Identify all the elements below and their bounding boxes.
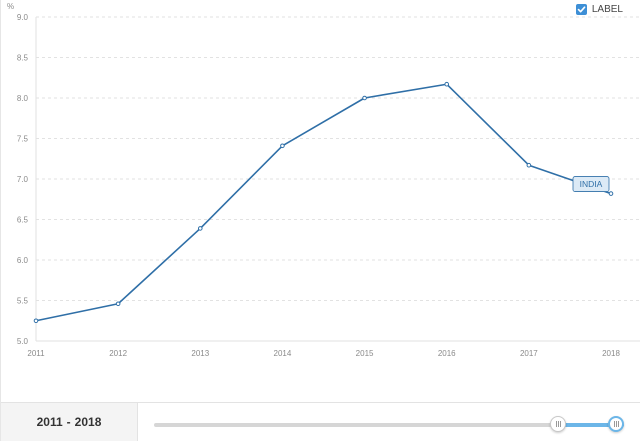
y-axis-unit: %	[7, 2, 14, 11]
x-tick-label: 2017	[520, 349, 538, 358]
data-point[interactable]	[608, 191, 614, 196]
y-tick-label: 5.5	[17, 297, 29, 306]
range-slider-track[interactable]	[154, 416, 624, 432]
y-tick-label: 6.0	[17, 256, 29, 265]
series-label-box	[572, 176, 610, 192]
y-tick-label: 7.5	[17, 135, 29, 144]
series-label: INDIA	[572, 176, 610, 192]
y-tick-label: 8.0	[17, 94, 29, 103]
y-tick-label: 8.5	[17, 54, 29, 63]
chart-area: % 5.0 5.5 6.0 6.5 7.0 7.5 8.0 8.5 9.0 2011 2012 20…	[1, 0, 640, 402]
series-layer	[33, 81, 614, 324]
x-tick-label: 2016	[438, 349, 456, 358]
grip-icon	[613, 421, 619, 427]
line-chart: % 5.05.56.06.57.07.58.08.59.0 2011 2012 20…	[7, 2, 640, 358]
series-label-text: INDIA	[580, 179, 603, 189]
x-tick-label: 2011	[27, 349, 45, 358]
data-point[interactable]	[362, 95, 367, 101]
checkbox-checked-icon[interactable]	[575, 4, 587, 15]
data-point[interactable]	[33, 318, 39, 324]
grip-icon	[555, 421, 561, 427]
range-start-label: 2011	[36, 415, 63, 429]
x-tick-label: 2018	[602, 349, 620, 358]
range-label: 2011 - 2018	[1, 403, 138, 441]
x-tick-label: 2012	[109, 349, 127, 358]
y-axis-ticks: 5.0 5.5 6.0 6.5 7.0 7.5 8.0 8.5 9.0	[17, 13, 29, 346]
x-tick-label: 2014	[274, 349, 292, 358]
data-point[interactable]	[197, 226, 203, 231]
label-toggle-text: LABEL	[591, 4, 623, 15]
data-point[interactable]	[526, 162, 532, 168]
data-point[interactable]	[444, 81, 450, 87]
x-axis-ticks: 2011 2012 2013 2014 2015 2016 2017 2018	[27, 349, 620, 358]
y-tick-label: 7.0	[17, 175, 29, 184]
time-range-footer: 2011 - 2018	[1, 402, 640, 441]
label-toggle[interactable]: LABEL	[575, 4, 623, 15]
range-separator: -	[66, 415, 71, 429]
data-point[interactable]	[115, 301, 121, 307]
grid-lines	[35, 16, 640, 342]
data-point[interactable]	[280, 143, 285, 149]
y-tick-label: 6.5	[17, 216, 29, 225]
y-tick-label: 5.0	[17, 337, 29, 346]
y-tick-label: 9.0	[17, 13, 29, 22]
range-slider-end-handle[interactable]	[608, 416, 624, 432]
series-label-layer: INDIA	[572, 176, 610, 192]
range-slider-fill	[558, 423, 624, 427]
range-end-label: 2018	[74, 415, 102, 429]
x-tick-label: 2013	[191, 349, 209, 358]
range-slider-start-handle[interactable]	[550, 416, 567, 432]
series-line[interactable]	[35, 83, 612, 322]
x-tick-label: 2015	[356, 349, 374, 358]
